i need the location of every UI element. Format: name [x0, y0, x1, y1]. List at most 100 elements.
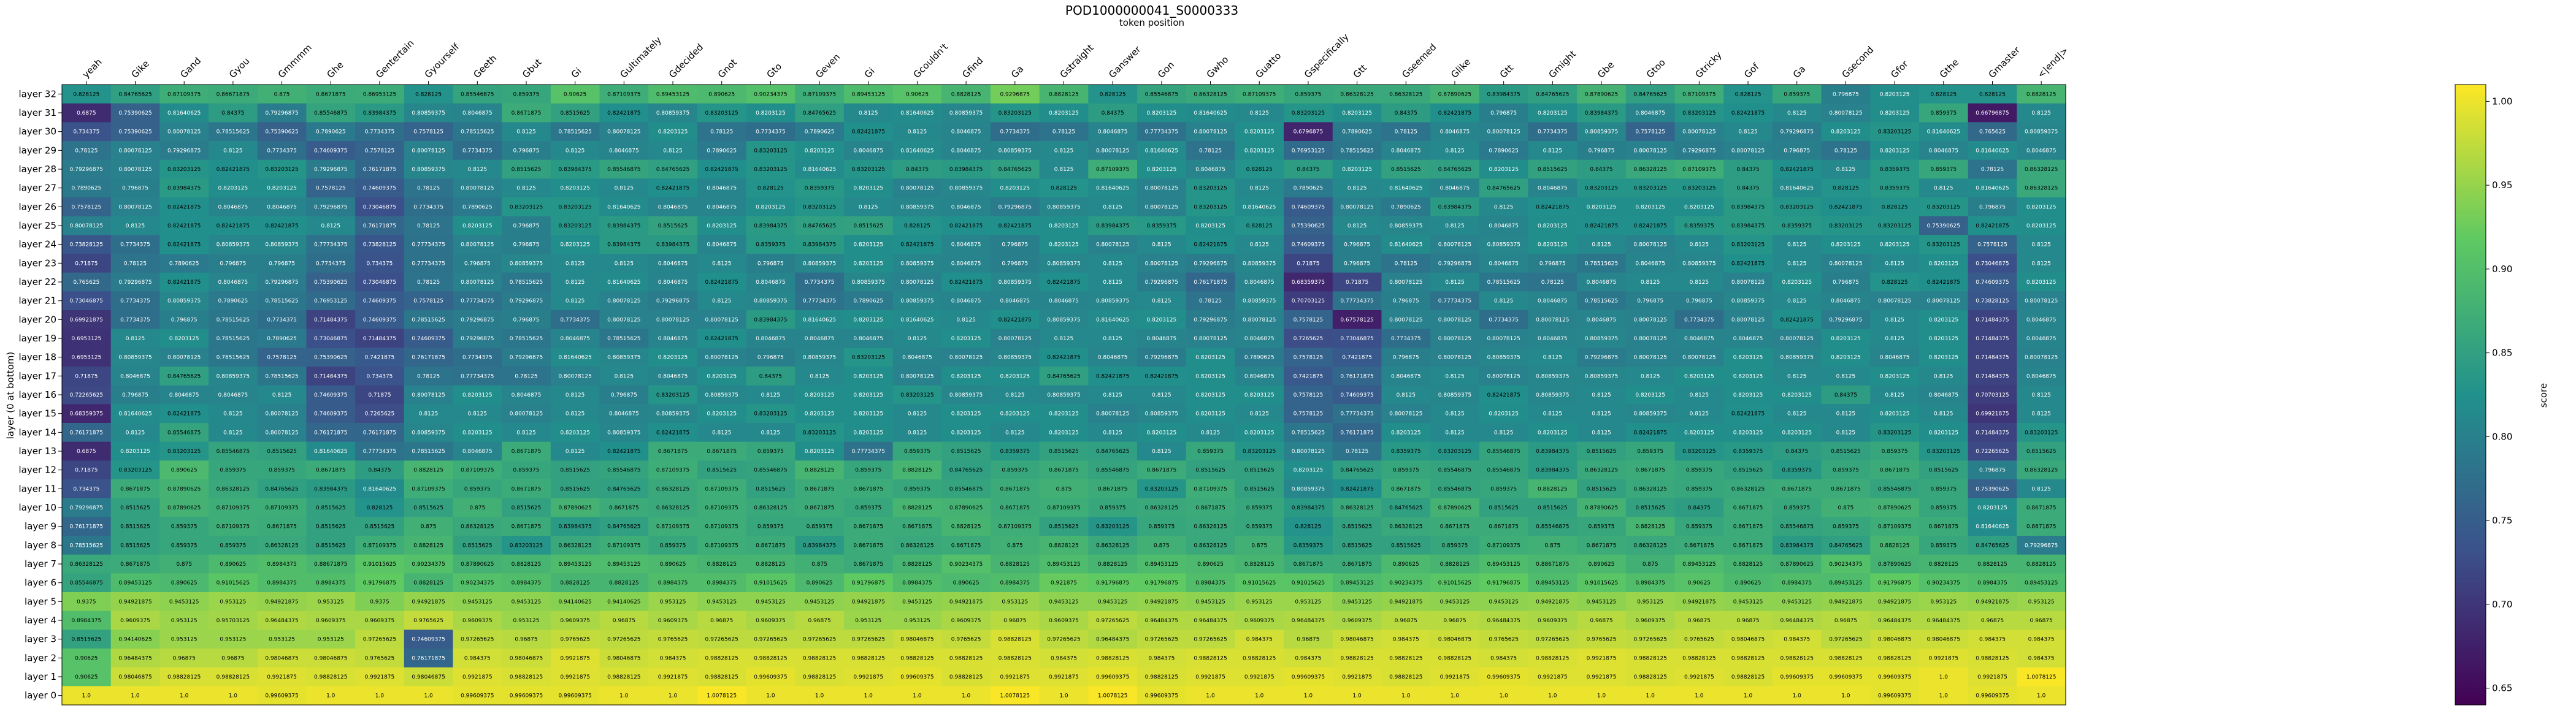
cell-value-label: 0.74609375 — [363, 317, 396, 323]
cell-value-label: 0.83203125 — [558, 223, 591, 229]
cell-value-label: 0.859375 — [660, 542, 686, 549]
cell-value-label: 0.8515625 — [120, 542, 150, 549]
cell-value-label: 0.8984375 — [658, 580, 688, 587]
cell-value-label: 0.8515625 — [1928, 468, 1958, 474]
cell-value-label: 0.82421875 — [656, 186, 689, 192]
cell-value-label: 0.8125 — [1690, 242, 1709, 248]
cell-value-label: 0.96875 — [2030, 618, 2053, 624]
cell-value-label: 0.796875 — [464, 261, 491, 267]
cell-value-label: 0.8671875 — [512, 110, 542, 116]
cell-value-label: 0.9453125 — [169, 599, 199, 605]
cell-value-label: 1.0 — [1841, 693, 1850, 699]
heatmap-cell — [990, 178, 1040, 198]
cell-value-label: 0.89453125 — [1682, 561, 1715, 568]
cell-value-label: 0.86328125 — [265, 542, 298, 549]
heatmap-cell — [795, 141, 845, 161]
colorbar-gradient — [2455, 84, 2486, 706]
cell-value-label: 0.9453125 — [1098, 599, 1128, 605]
cell-value-label: 0.80078125 — [1389, 317, 1422, 323]
heatmap-cell — [1284, 178, 1333, 198]
cell-value-label: 0.83203125 — [167, 167, 201, 173]
cell-value-label: 0.8828125 — [805, 468, 835, 474]
cell-value-label: 0.8125 — [1885, 392, 1904, 398]
cell-value-label: 0.89453125 — [1047, 561, 1080, 568]
heatmap-cell — [550, 122, 600, 142]
cell-value-label: 0.8125 — [1836, 167, 1856, 173]
cell-value-label: 0.98828125 — [754, 655, 787, 661]
cell-value-label: 0.98828125 — [1829, 655, 1862, 661]
cell-value-label: 0.9921875 — [1049, 674, 1079, 680]
cell-value-label: 0.8671875 — [1098, 486, 1128, 492]
cell-value-label: 0.7734375 — [413, 204, 443, 210]
x-tick-label: Gcouldn't — [911, 41, 951, 80]
cell-value-label: 0.98046875 — [265, 655, 298, 661]
cell-value-label: 0.7890625 — [805, 129, 835, 135]
heatmap-cell — [746, 159, 795, 179]
cell-value-label: 0.8046875 — [462, 449, 493, 455]
colorbar-tick-label: 0.95 — [2492, 180, 2512, 191]
heatmap-cell — [1137, 141, 1187, 161]
cell-value-label: 0.78125 — [1541, 280, 1564, 286]
cell-value-label: 0.96875 — [613, 618, 635, 624]
cell-value-label: 0.98828125 — [1389, 655, 1422, 661]
cell-value-label: 0.8515625 — [1538, 505, 1568, 511]
heatmap-cell — [1723, 178, 1773, 198]
heatmap-cell — [2017, 141, 2066, 161]
cell-value-label: 0.8046875 — [2026, 336, 2057, 342]
y-tick-label: layer 2 — [25, 652, 56, 663]
x-tick-label: Gbut — [520, 56, 544, 80]
cell-value-label: 0.8125 — [1445, 373, 1465, 379]
cell-value-label: 0.87890625 — [558, 505, 591, 511]
cell-value-label: 0.83984375 — [1731, 223, 1765, 229]
cell-value-label: 0.80078125 — [900, 280, 933, 286]
cell-value-label: 0.80078125 — [1536, 317, 1569, 323]
cell-value-label: 0.8125 — [1445, 411, 1465, 417]
heatmap-cell — [892, 178, 942, 198]
cell-value-label: 0.99609375 — [1145, 693, 1178, 699]
cell-value-label: 0.80859375 — [656, 110, 689, 116]
cell-value-label: 0.80859375 — [1487, 242, 1520, 248]
cell-value-label: 0.8359375 — [1880, 186, 1910, 192]
cell-value-label: 0.8125 — [126, 430, 145, 436]
heatmap-cell — [941, 85, 991, 104]
cell-value-label: 0.796875 — [1979, 204, 2006, 210]
heatmap-cell — [697, 122, 747, 142]
cell-value-label: 0.8046875 — [1440, 129, 1470, 135]
cell-value-label: 0.8984375 — [707, 580, 737, 587]
cell-value-label: 0.87890625 — [1781, 561, 1814, 568]
cell-value-label: 0.83203125 — [1633, 186, 1666, 192]
cell-value-label: 0.83203125 — [803, 204, 836, 210]
cell-value-label: 0.859375 — [855, 468, 881, 474]
cell-value-label: 0.828125 — [1735, 91, 1761, 97]
cell-value-label: 0.82421875 — [167, 280, 201, 286]
cell-value-label: 0.8203125 — [1977, 505, 2007, 511]
cell-value-label: 0.859375 — [513, 91, 540, 97]
x-tick-label: Gentertain — [374, 37, 416, 80]
cell-value-label: 0.8125 — [1787, 110, 1807, 116]
cell-value-label: 0.8203125 — [707, 223, 737, 229]
cell-value-label: 0.87890625 — [1585, 91, 1618, 97]
cell-value-label: 0.9453125 — [1049, 599, 1079, 605]
cell-value-label: 0.8125 — [516, 430, 536, 436]
cell-value-label: 0.94921875 — [1389, 599, 1422, 605]
cell-value-label: 0.87109375 — [656, 524, 689, 530]
heatmap-cell — [1088, 103, 1138, 123]
cell-value-label: 0.8203125 — [658, 355, 688, 361]
cell-value-label: 0.87109375 — [1682, 167, 1715, 173]
cell-value-label: 0.98828125 — [949, 655, 983, 661]
cell-value-label: 0.94140625 — [558, 599, 591, 605]
cell-value-label: 0.98828125 — [1682, 655, 1715, 661]
cell-value-label: 0.8515625 — [1195, 468, 1225, 474]
cell-value-label: 0.8359375 — [1147, 223, 1177, 229]
cell-value-label: 0.86328125 — [1389, 91, 1422, 97]
cell-value-label: 0.80078125 — [1194, 129, 1227, 135]
x-tick-label: Ganswer — [1106, 44, 1143, 80]
cell-value-label: 0.97265625 — [1536, 637, 1569, 643]
heatmap-cell — [306, 178, 356, 198]
cell-value-label: 0.83203125 — [656, 392, 689, 398]
cell-value-label: 0.79296875 — [118, 280, 151, 286]
heatmap-cell — [404, 85, 454, 104]
cell-value-label: 0.8671875 — [512, 524, 542, 530]
heatmap-cell — [404, 178, 454, 198]
cell-value-label: 0.80078125 — [412, 148, 445, 154]
